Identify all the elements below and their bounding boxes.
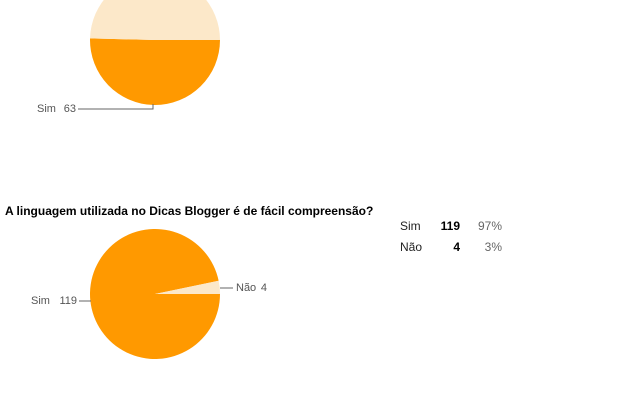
pie-slice — [89, 229, 220, 360]
pie-slice — [90, 38, 221, 106]
pie-slice — [155, 280, 220, 294]
slice-label: Sim — [37, 103, 56, 115]
pie-slice — [90, 0, 220, 40]
slice-value: 4 — [261, 282, 267, 294]
leader-line — [78, 104, 154, 110]
question-title: A linguagem utilizada no Dicas Blogger é… — [5, 204, 373, 218]
table-cell: 3% — [485, 240, 503, 254]
slice-label: Não — [236, 282, 256, 294]
table-cell: 4 — [453, 240, 460, 254]
table-cell: Não — [400, 240, 422, 254]
slice-label: Sim — [31, 295, 50, 307]
table-cell: 97% — [478, 219, 502, 233]
slice-value: 63 — [64, 103, 76, 115]
slice-value: 119 — [59, 295, 77, 307]
table-cell: 119 — [441, 219, 461, 233]
table-cell: Sim — [400, 219, 421, 233]
